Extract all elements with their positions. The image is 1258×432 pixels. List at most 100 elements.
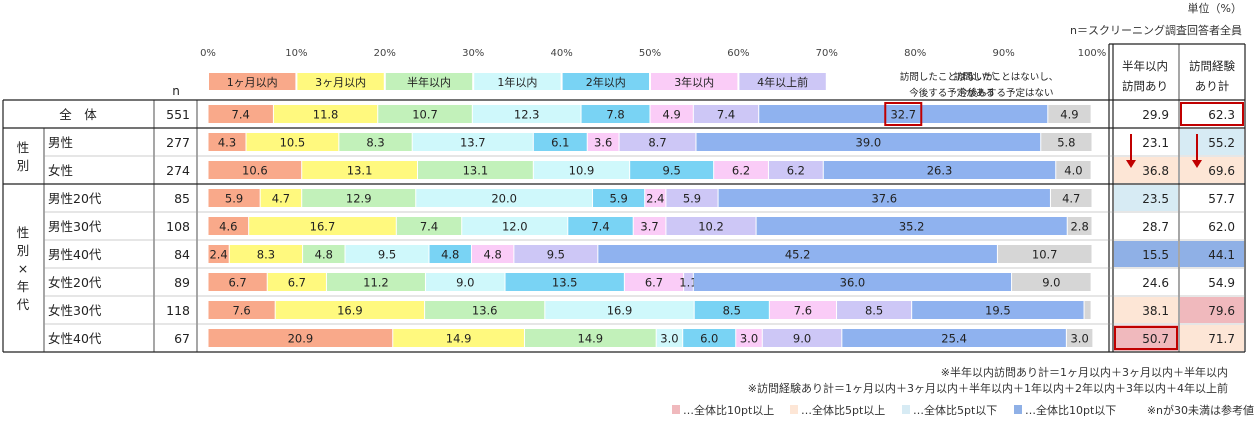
group-label-gender-age: 別: [17, 243, 30, 258]
summary-value: 54.9: [1208, 276, 1235, 290]
bar-segment: [249, 217, 396, 235]
bar-value-label: 4.9: [1060, 108, 1078, 122]
x-tick-label: 90%: [992, 48, 1014, 59]
bar-value-label: 4.8: [441, 248, 459, 262]
bar-segment: [275, 301, 425, 319]
key-swatch: [790, 405, 798, 414]
bar-value-label: 14.9: [578, 332, 604, 346]
bar-segment: [339, 133, 412, 151]
group-label-gender-age: 代: [17, 297, 30, 312]
bar-segment: [326, 273, 425, 291]
summary-value: 79.6: [1208, 304, 1235, 318]
highlight-box: [1180, 102, 1244, 126]
row-label: 女性40代: [48, 331, 102, 346]
bar-segment: [581, 105, 650, 123]
group-label-gender-age: 性: [17, 225, 30, 240]
n-column-header: n: [172, 84, 180, 98]
x-tick-label: 70%: [816, 48, 838, 59]
bar-value-label: 9.5: [663, 164, 681, 178]
bar-value-label: 9.5: [378, 248, 396, 262]
bar-segment: [633, 217, 666, 235]
key-label: …全体比5pt以下: [913, 403, 997, 417]
legend-label: 今後する予定がある: [909, 87, 995, 99]
summary-header-half-year-1: 半年以内: [1122, 59, 1168, 73]
summary-highlight: [1114, 297, 1178, 323]
bar-value-label: 3.7: [640, 220, 658, 234]
bar-value-label: 4.9: [663, 108, 681, 122]
bar-segment: [429, 245, 471, 263]
bar-segment: [533, 161, 630, 179]
trend-arrow-head: [1192, 160, 1202, 168]
bar-value-label: 36.0: [840, 276, 866, 290]
bar-value-label: 7.4: [717, 108, 735, 122]
legend-label: 3ヶ月以内: [315, 75, 366, 89]
bar-value-label: 11.8: [313, 108, 339, 122]
summary-value: 55.2: [1208, 136, 1235, 150]
bar-segment: [1041, 133, 1092, 151]
bar-value-label: 6.2: [732, 164, 750, 178]
bar-value-label: 6.7: [228, 276, 246, 290]
bar-value-label: 3.0: [1070, 332, 1088, 346]
bar-value-label: 6.2: [787, 164, 805, 178]
summary-value: 24.6: [1142, 276, 1169, 290]
summary-value: 23.5: [1142, 192, 1169, 206]
bar-segment: [208, 217, 249, 235]
group-label-total: 全 体: [59, 107, 97, 122]
x-tick-label: 0%: [200, 48, 216, 59]
x-tick-label: 80%: [904, 48, 926, 59]
bar-value-label: 2.4: [209, 248, 227, 262]
bar-value-label: 6.0: [700, 332, 718, 346]
row-label: 男性40代: [48, 247, 102, 262]
group-label-gender: 別: [17, 158, 30, 173]
bar-value-label: 13.7: [460, 136, 486, 150]
row-label: 女性20代: [48, 275, 102, 290]
bar-value-label: 45.2: [785, 248, 811, 262]
summary-highlight: [1114, 157, 1178, 183]
bar-value-label: 8.7: [648, 136, 666, 150]
bar-segment: [471, 245, 514, 263]
bar-segment: [718, 189, 1050, 207]
bar-value-label: 16.9: [607, 304, 633, 318]
bar-segment: [684, 273, 693, 291]
bar-value-label: 4.6: [219, 220, 237, 234]
row-n: 108: [166, 219, 190, 234]
summary-value: 50.7: [1142, 332, 1169, 346]
key-swatch: [672, 405, 680, 414]
bar-segment: [273, 105, 378, 123]
bar-segment: [229, 245, 303, 263]
legend-label: 1ヶ月以内: [227, 75, 278, 89]
bar-segment: [378, 105, 472, 123]
bar-segment: [694, 301, 769, 319]
bar-segment: [260, 189, 302, 207]
bar-segment: [462, 217, 568, 235]
bar-segment: [418, 161, 533, 179]
row-label: 男性20代: [48, 191, 102, 206]
summary-value: 57.7: [1208, 192, 1235, 206]
bar-value-label: 7.4: [232, 108, 250, 122]
summary-highlight: [1114, 325, 1178, 351]
key-label: …全体比5pt以上: [801, 403, 885, 417]
bar-segment: [393, 329, 524, 347]
bar-value-label: 3.0: [740, 332, 758, 346]
bar-segment: [1050, 189, 1092, 207]
key-label: …全体比10pt以下: [1025, 403, 1116, 417]
bar-value-label: 10.7: [412, 108, 438, 122]
highlight-box: [884, 102, 923, 126]
legend-label: 1年以内: [497, 75, 537, 89]
bar-value-label: 10.7: [1032, 248, 1058, 262]
bar-value-label: 4.3: [218, 136, 236, 150]
bar-segment: [345, 245, 429, 263]
bar-value-label: 9.0: [456, 276, 474, 290]
bar-segment: [246, 133, 339, 151]
key-swatch: [902, 405, 910, 414]
row-label: 女性30代: [48, 303, 102, 318]
bar-segment: [696, 133, 1041, 151]
row-n: 89: [174, 275, 190, 290]
bar-segment: [514, 245, 598, 263]
legend-label: 2年以内: [586, 75, 626, 89]
summary-value: 29.9: [1142, 108, 1169, 122]
bar-segment: [593, 189, 645, 207]
legend-label: 訪問したことはないが、: [900, 71, 1004, 83]
bar-segment: [568, 217, 633, 235]
